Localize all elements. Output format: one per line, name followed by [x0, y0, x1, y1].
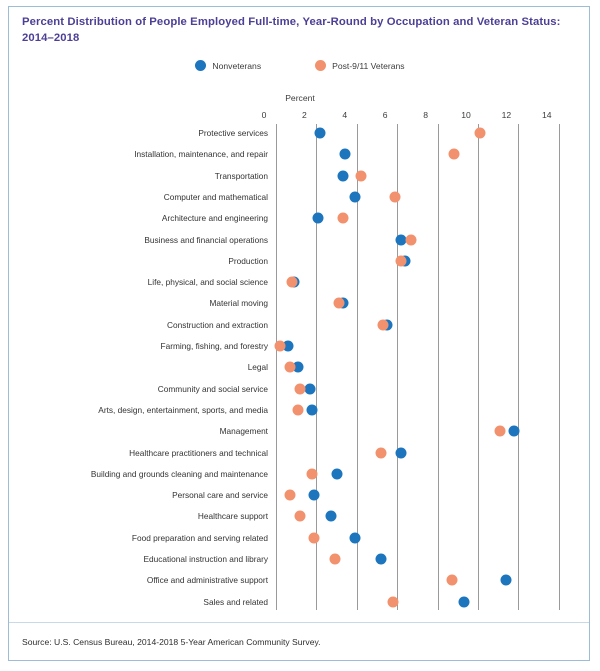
data-point-post911-veterans[interactable] — [395, 255, 407, 267]
x-axis-title: Percent — [285, 93, 315, 103]
data-point-post911-veterans[interactable] — [294, 383, 306, 395]
category-label: Construction and extraction — [166, 319, 268, 330]
data-point-nonveterans[interactable] — [331, 468, 343, 480]
data-point-nonveterans[interactable] — [308, 489, 320, 501]
category-label: Educational instruction and library — [143, 554, 268, 564]
data-point-post911-veterans[interactable] — [446, 574, 458, 586]
gridline — [558, 124, 560, 610]
data-point-nonveterans[interactable] — [325, 510, 337, 522]
gridline — [276, 124, 277, 610]
data-point-nonveterans[interactable] — [292, 361, 304, 373]
data-point-nonveterans[interactable] — [304, 383, 316, 395]
data-point-post911-veterans[interactable] — [389, 191, 401, 203]
data-point-nonveterans[interactable] — [337, 170, 349, 182]
data-point-nonveterans[interactable] — [282, 340, 294, 352]
data-point-post911-veterans[interactable] — [294, 510, 306, 522]
data-point-post911-veterans[interactable] — [405, 234, 417, 245]
data-point-post911-veterans[interactable] — [286, 276, 298, 288]
category-label: Architecture and engineering — [161, 213, 268, 224]
data-point-nonveterans[interactable] — [458, 596, 470, 608]
category-label: Legal — [247, 362, 268, 373]
x-tick-label: 10 — [461, 110, 471, 120]
data-point-post911-veterans[interactable] — [474, 127, 486, 139]
category-label: Business and financial operations — [144, 234, 268, 245]
category-label: Food preparation and serving related — [131, 532, 268, 543]
data-point-nonveterans[interactable] — [306, 404, 318, 416]
category-label: Material moving — [209, 298, 268, 309]
data-point-post911-veterans[interactable] — [494, 425, 506, 437]
data-point-post911-veterans[interactable] — [387, 596, 399, 608]
category-label: Building and grounds cleaning and mainte… — [90, 468, 268, 479]
category-label: Installation, maintenance, and repair — [134, 149, 268, 160]
data-point-nonveterans[interactable] — [349, 191, 361, 203]
chart-legend: Nonveterans Post-9/11 Veterans — [0, 60, 600, 71]
legend-label-nonveterans: Nonveterans — [212, 60, 262, 71]
category-label: Management — [219, 426, 268, 437]
data-point-post911-veterans[interactable] — [375, 447, 387, 458]
data-point-nonveterans[interactable] — [349, 532, 361, 544]
data-point-post911-veterans[interactable] — [274, 340, 286, 352]
x-tick-label: 12 — [501, 110, 512, 120]
gridline — [437, 124, 439, 610]
chart-frame — [8, 6, 590, 661]
category-label: Protective services — [198, 128, 268, 138]
legend-item-post911-veterans[interactable]: Post-9/11 Veterans — [315, 60, 405, 71]
data-point-post911-veterans[interactable] — [329, 553, 341, 565]
category-label: Farming, fishing, and forestry — [160, 341, 268, 351]
data-point-post911-veterans[interactable] — [448, 148, 460, 160]
legend-label-post911-veterans: Post-9/11 Veterans — [332, 60, 405, 71]
data-point-post911-veterans[interactable] — [377, 319, 389, 331]
data-point-post911-veterans[interactable] — [284, 361, 296, 373]
data-point-nonveterans[interactable] — [395, 234, 407, 245]
footer-divider — [9, 622, 589, 623]
category-label: Office and administrative support — [146, 575, 268, 586]
category-label: Healthcare practitioners and technical — [129, 447, 268, 458]
category-label: Sales and related — [203, 596, 268, 607]
category-label: Life, physical, and social science — [147, 277, 268, 288]
category-label: Arts, design, entertainment, sports, and… — [98, 404, 268, 415]
x-tick-label: 6 — [382, 110, 388, 120]
category-labels-column: Protective services Installation, mainten… — [0, 0, 268, 671]
data-point-nonveterans[interactable] — [312, 212, 324, 224]
gridline — [478, 124, 479, 610]
data-point-post911-veterans[interactable] — [308, 532, 320, 544]
chart-title: Percent Distribution of People Employed … — [22, 16, 561, 44]
category-label: Healthcare support — [197, 511, 268, 522]
category-label: Production — [228, 255, 268, 266]
x-tick-label: 8 — [423, 110, 428, 120]
category-label: Transportation — [214, 170, 268, 181]
gridline — [518, 124, 520, 610]
circle-blue-icon — [195, 60, 207, 71]
gridline — [356, 124, 358, 610]
data-point-post911-veterans[interactable] — [355, 170, 367, 182]
data-point-post911-veterans[interactable] — [284, 489, 296, 501]
data-point-nonveterans[interactable] — [395, 447, 407, 458]
gridline — [316, 124, 318, 610]
source-note: Source: U.S. Census Bureau, 2014-2018 5-… — [22, 637, 321, 647]
legend-item-nonveterans[interactable]: Nonveterans — [195, 60, 261, 71]
x-tick-label: 2 — [302, 110, 307, 120]
circle-orange-icon — [315, 60, 327, 71]
gridline — [397, 124, 399, 610]
data-point-nonveterans[interactable] — [375, 553, 387, 565]
data-point-nonveterans[interactable] — [500, 574, 512, 586]
data-point-post911-veterans[interactable] — [292, 404, 304, 416]
category-label: Personal care and service — [172, 490, 268, 501]
category-label: Computer and mathematical — [163, 191, 268, 202]
data-point-nonveterans[interactable] — [508, 425, 520, 437]
x-tick-label: 0 — [261, 110, 267, 120]
category-label: Community and social service — [157, 383, 268, 394]
x-tick-label: 4 — [342, 110, 348, 120]
data-point-nonveterans[interactable] — [314, 127, 326, 139]
data-point-post911-veterans[interactable] — [333, 297, 345, 309]
data-point-post911-veterans[interactable] — [337, 212, 349, 224]
data-point-nonveterans[interactable] — [339, 148, 351, 160]
data-point-post911-veterans[interactable] — [306, 468, 318, 480]
x-tick-label: 14 — [542, 110, 552, 120]
